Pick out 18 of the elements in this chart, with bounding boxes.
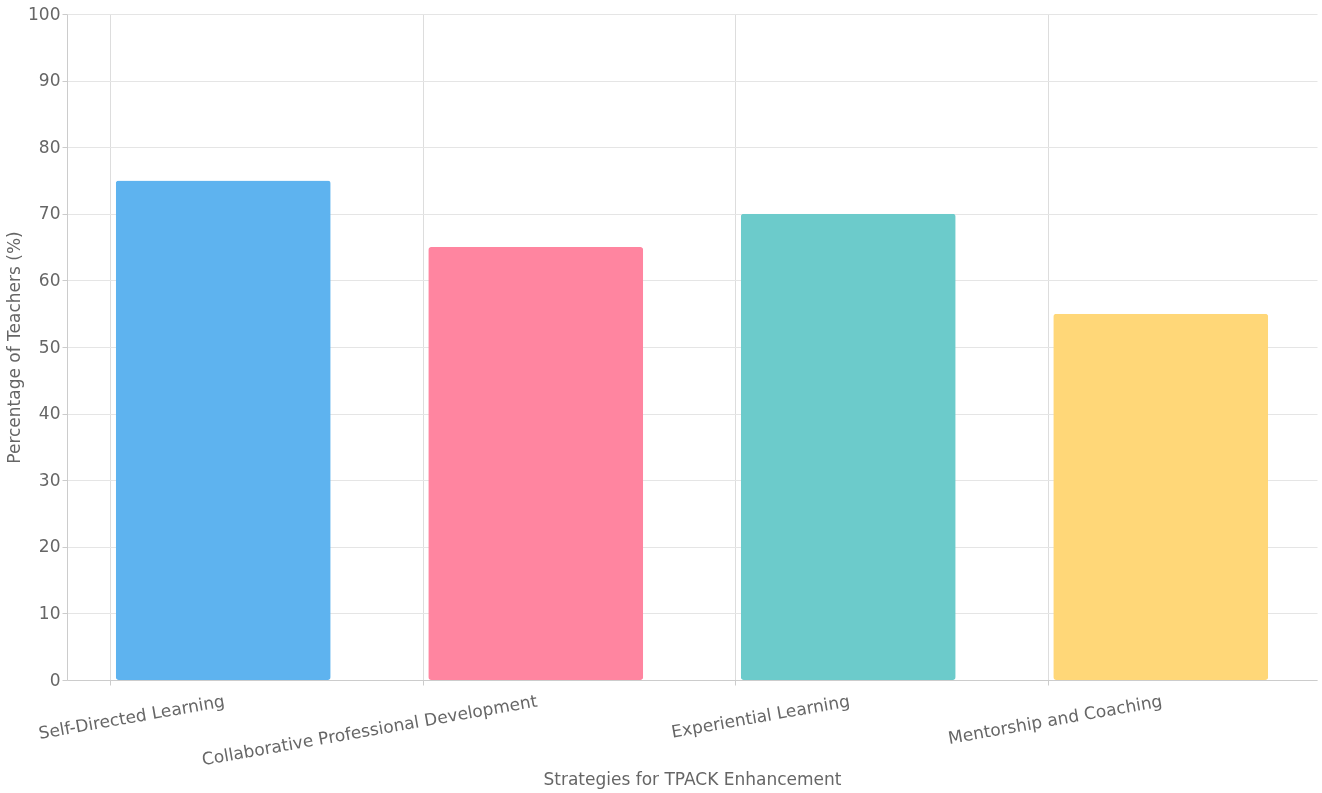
y-tick-label: 80: [38, 136, 61, 157]
y-tick-label: 100: [28, 3, 61, 24]
y-tick-label: 0: [49, 669, 61, 690]
y-tick-label: 30: [38, 469, 61, 490]
bar: [740, 213, 956, 680]
bar: [1053, 313, 1269, 680]
bar: [115, 180, 331, 680]
bar: [428, 247, 644, 680]
y-tick-label: 20: [38, 536, 61, 557]
y-tick-label: 60: [38, 269, 61, 290]
y-tick-label: 40: [38, 403, 61, 424]
y-tick-label: 70: [38, 203, 61, 224]
x-tick-label: Mentorship and Coaching: [946, 690, 1164, 748]
y-tick-label: 10: [38, 602, 61, 623]
y-tick-label: 50: [38, 336, 61, 357]
y-tick-label: 90: [38, 70, 61, 91]
x-axis-title: Strategies for TPACK Enhancement: [543, 769, 842, 790]
y-axis-title: Percentage of Teachers (%): [4, 231, 25, 464]
